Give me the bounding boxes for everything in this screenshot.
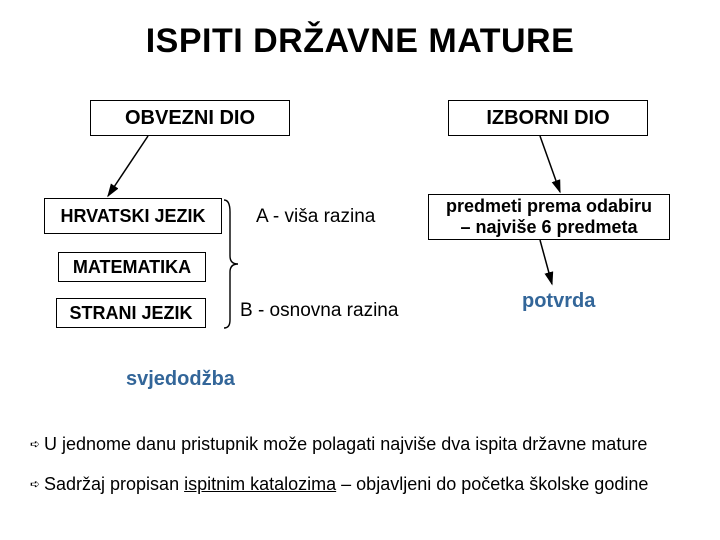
arrow-izborni-to-predmeti [540, 136, 560, 192]
box-predmeti-line2: – najviše 6 predmeta [446, 217, 652, 238]
label-svjedodzba: svjedodžba [126, 368, 235, 391]
box-izborni-dio-label: IZBORNI DIO [486, 107, 609, 130]
label-b-osnovna-razina: B - osnovna razina [240, 300, 398, 322]
box-matematika: MATEMATIKA [58, 252, 206, 282]
bullet-2-underline: ispitnim katalozima [184, 474, 336, 494]
box-obvezni-dio: OBVEZNI DIO [90, 100, 290, 136]
box-obvezni-dio-label: OBVEZNI DIO [125, 107, 255, 130]
label-a-visa-razina: A - viša razina [256, 206, 375, 228]
label-potvrda: potvrda [522, 290, 595, 313]
arrow-predmeti-to-potvrda [540, 240, 552, 284]
box-izborni-dio: IZBORNI DIO [448, 100, 648, 136]
box-matematika-label: MATEMATIKA [73, 257, 191, 278]
arrow-obvezni-to-subjects [108, 136, 148, 196]
bullet-2-pre: Sadržaj propisan [44, 474, 184, 494]
bullet-1-pre: U jednome danu pristupnik može polagati … [44, 434, 647, 454]
box-predmeti-odabir: predmeti prema odabiru – najviše 6 predm… [428, 194, 670, 240]
box-hrvatski-jezik: HRVATSKI JEZIK [44, 198, 222, 234]
page-title: ISPITI DRŽAVNE MATURE [0, 22, 720, 61]
bullet-line-1: U jednome danu pristupnik može polagati … [44, 434, 647, 455]
box-strani-jezik: STRANI JEZIK [56, 298, 206, 328]
bullet-line-2: Sadržaj propisan ispitnim katalozima – o… [44, 474, 648, 495]
box-strani-label: STRANI JEZIK [69, 303, 192, 324]
box-hrvatski-label: HRVATSKI JEZIK [60, 206, 205, 227]
bullet-icon: ➪ [30, 477, 40, 491]
subjects-bracket [224, 200, 238, 328]
box-predmeti-line1: predmeti prema odabiru [446, 196, 652, 217]
bullet-icon: ➪ [30, 437, 40, 451]
bullet-2-post: – objavljeni do početka školske godine [336, 474, 648, 494]
